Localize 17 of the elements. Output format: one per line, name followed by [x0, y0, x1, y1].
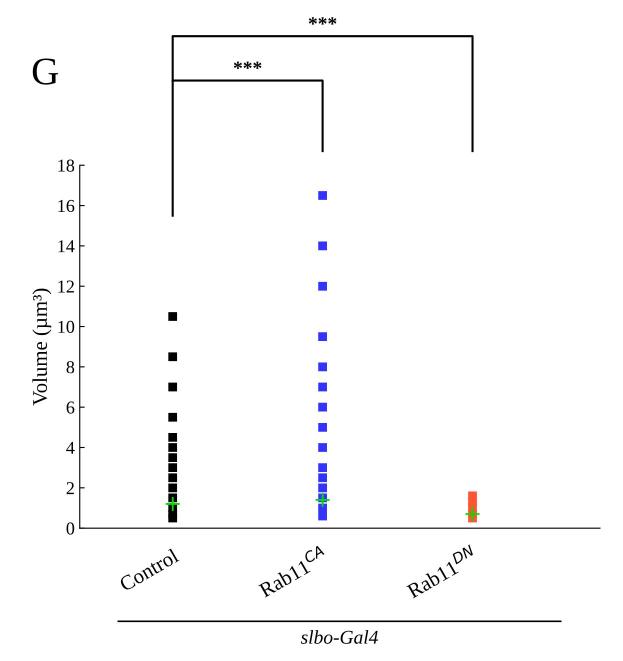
x-tick-label: Rab11$^{DN}$	[404, 544, 479, 599]
y-tick-label: 16	[58, 200, 74, 212]
y-tick-label: 12	[58, 280, 74, 292]
x-tick-label: Rab11$^{CA}$	[256, 544, 329, 598]
text: G	[32, 58, 58, 85]
text: ***	[308, 17, 336, 25]
y-tick-label: 8	[66, 361, 74, 374]
y-tick-label: 6	[66, 401, 74, 414]
y-tick-label: 10	[58, 320, 74, 333]
y-axis-title: Volume (µm³)	[32, 288, 52, 406]
text: slbo-Gal4	[300, 630, 378, 644]
text: ***	[234, 62, 262, 69]
y-tick-label: 18	[58, 160, 74, 172]
y-tick-label: 4	[66, 442, 75, 454]
y-tick-label: 0	[66, 522, 74, 535]
y-tick-label: 2	[66, 482, 74, 494]
y-tick-label: 14	[58, 240, 75, 252]
